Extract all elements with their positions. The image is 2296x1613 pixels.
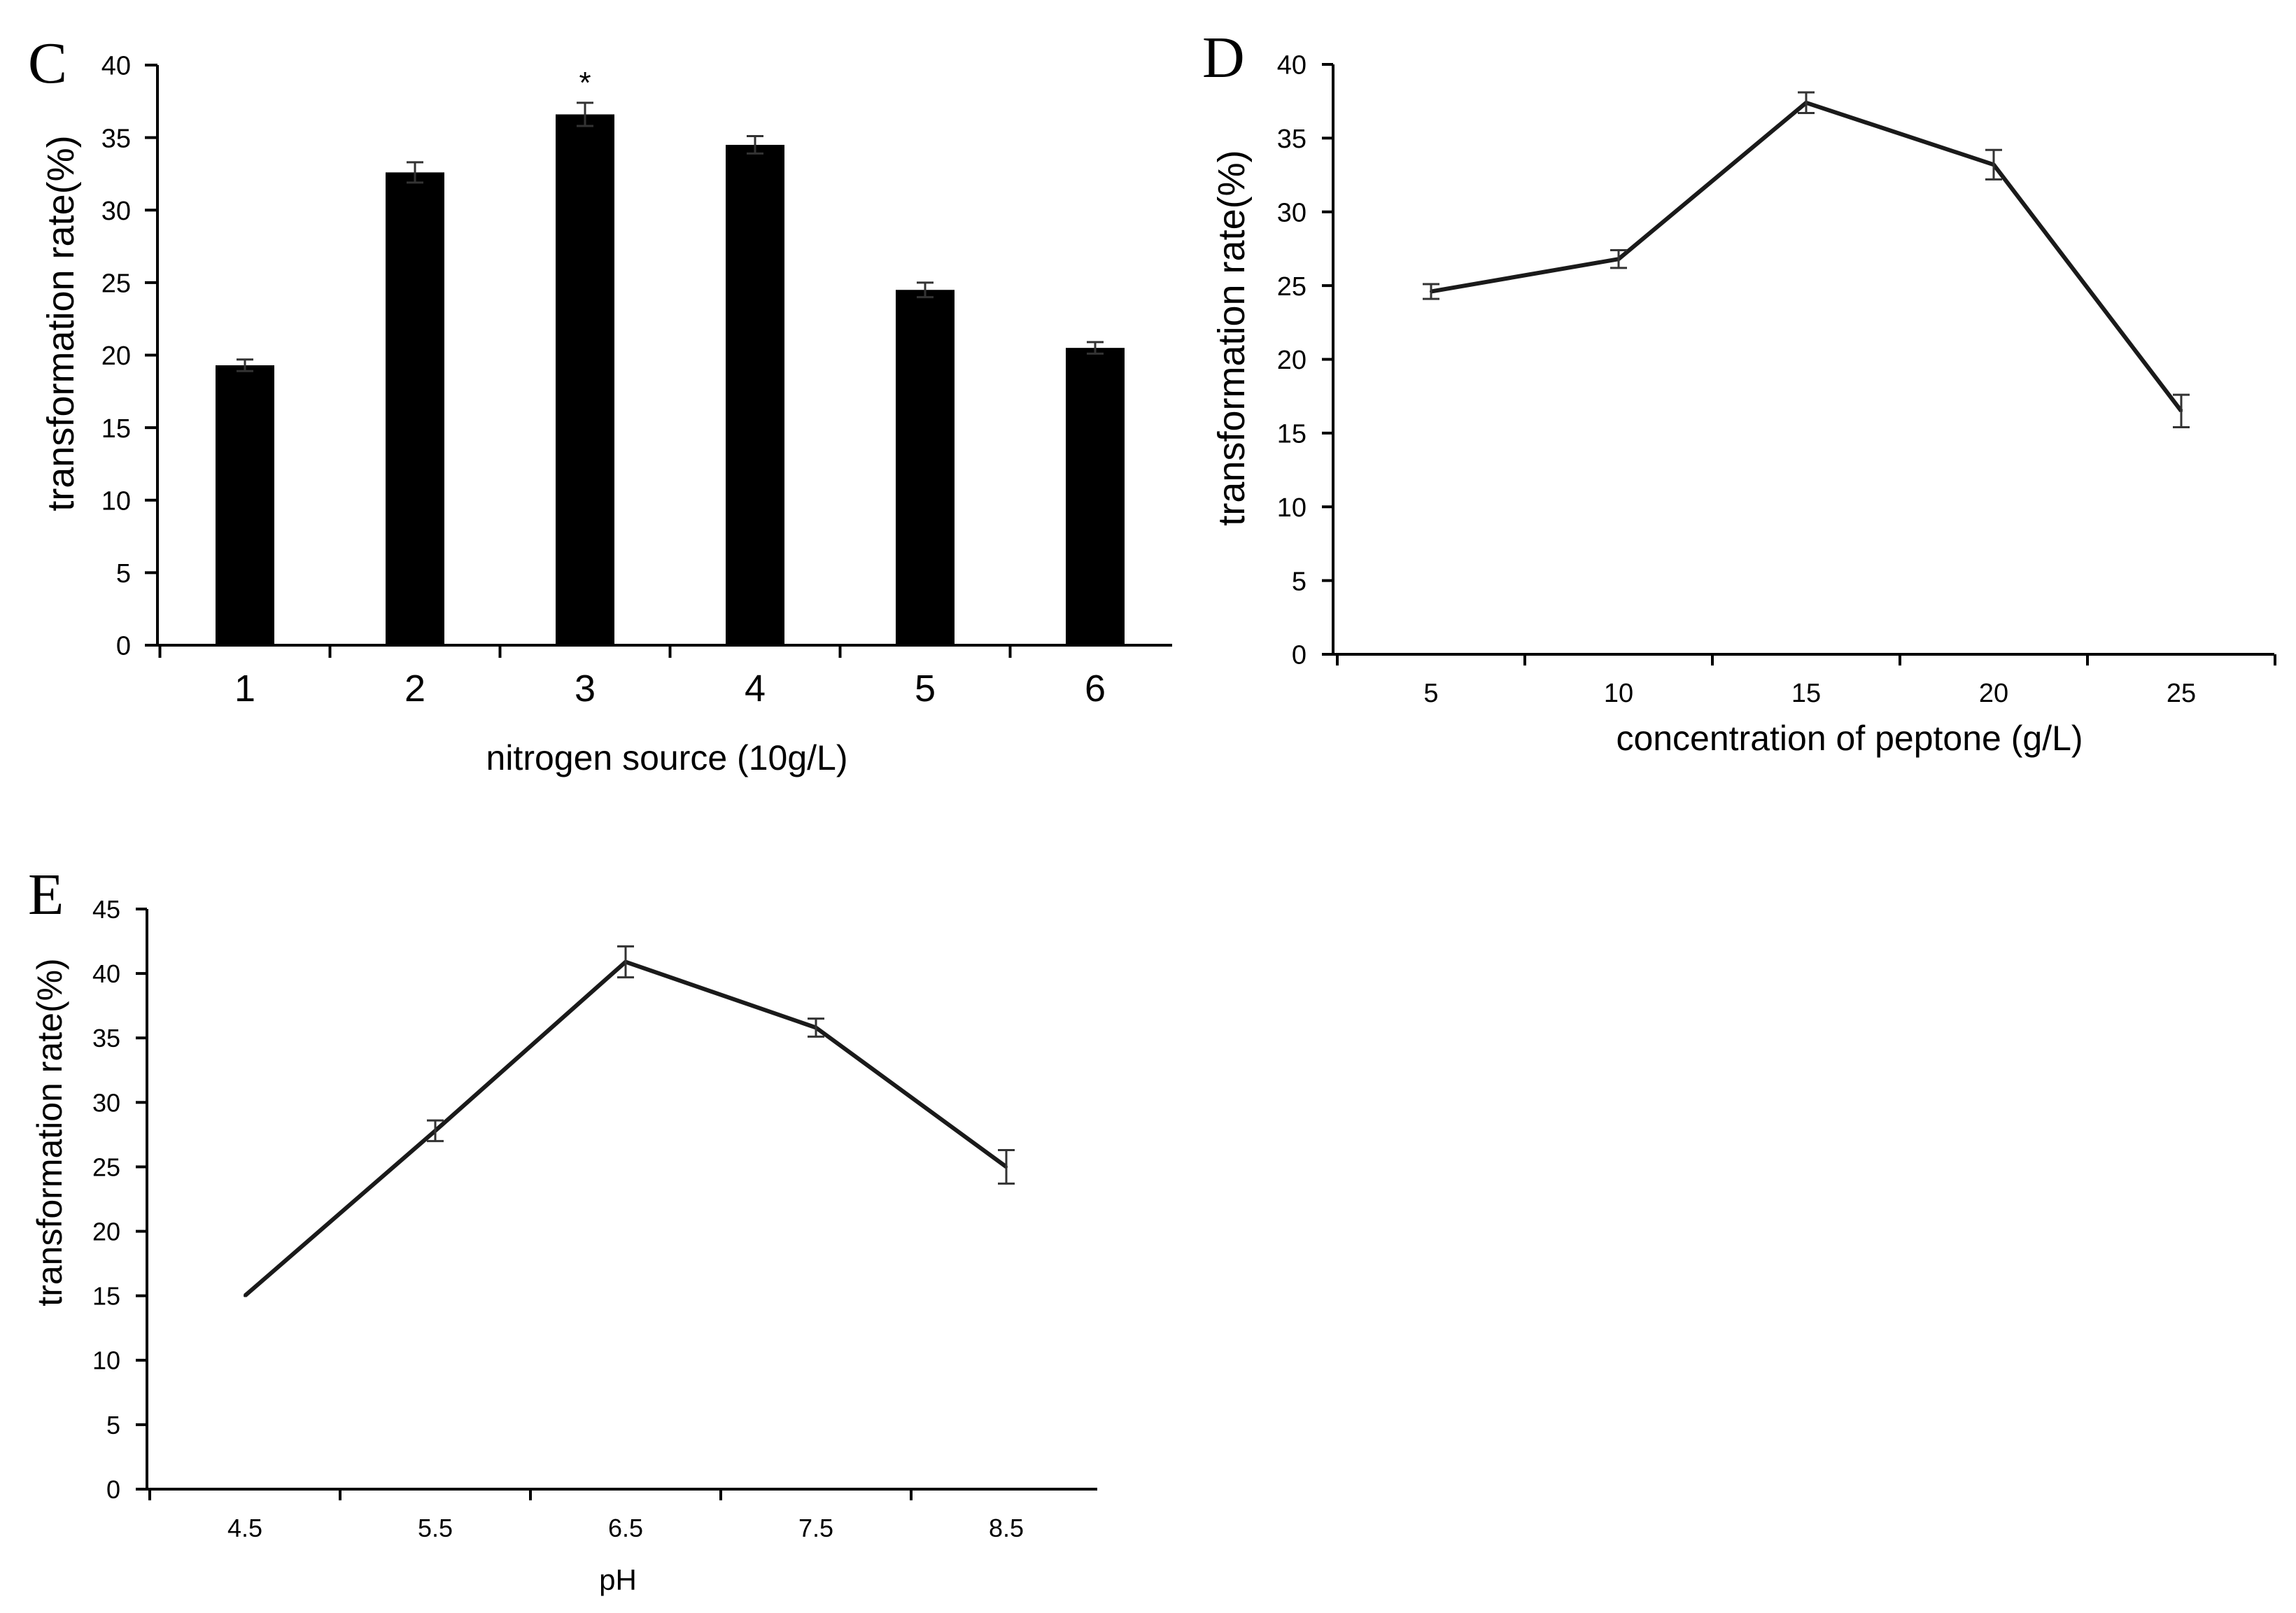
y-tick-label: 40 — [101, 52, 131, 81]
y-tick-label: 30 — [101, 197, 131, 226]
bar — [556, 114, 614, 646]
series-line — [244, 959, 1008, 1297]
series-line — [1430, 100, 2183, 413]
x-tick-label: 5 — [1423, 679, 1438, 708]
error-bar — [747, 135, 763, 155]
y-tick-label: 35 — [1277, 125, 1307, 154]
bar — [726, 144, 784, 646]
x-tick-label: 2 — [404, 668, 425, 710]
y-tick-label: 25 — [101, 269, 131, 299]
x-tick-label: 25 — [2167, 679, 2196, 708]
x-tick-label: 6.5 — [608, 1514, 643, 1542]
panel-letter: D — [1202, 25, 1245, 90]
y-tick-label: 40 — [1277, 51, 1307, 80]
panel-e-line-chart: E transformation rate(%) pH 0 5 10 15 20 25 30… — [28, 862, 1097, 1596]
error-bar — [577, 101, 593, 127]
significance-marker: * — [579, 66, 591, 100]
x-tick-label: 7.5 — [798, 1514, 833, 1542]
y-tick-label: 15 — [92, 1282, 120, 1311]
error-bar — [427, 1119, 444, 1143]
y-axis-label: transformation rate(%) — [40, 135, 82, 511]
y-tick-label: 35 — [101, 124, 131, 153]
error-bar — [1798, 91, 1815, 115]
bar — [216, 365, 274, 645]
x-tick-label: 3 — [575, 668, 596, 710]
error-bar — [617, 945, 634, 979]
y-tick-label: 25 — [92, 1153, 120, 1181]
error-bar — [407, 161, 423, 184]
y-tick-label: 5 — [1292, 567, 1307, 596]
error-bar — [1423, 283, 1439, 300]
x-tick-label: 4.5 — [227, 1514, 262, 1542]
error-bar — [917, 281, 934, 299]
y-tick-label: 35 — [92, 1024, 120, 1052]
y-tick-label: 10 — [1277, 493, 1307, 523]
error-bar — [1087, 341, 1104, 355]
y-tick-label: 15 — [1277, 420, 1307, 449]
error-bar — [1985, 148, 2002, 181]
y-tick-label: 25 — [1277, 272, 1307, 302]
x-tick-label: 4 — [745, 668, 766, 710]
x-tick-label: 5 — [915, 668, 936, 710]
y-tick-label: 40 — [92, 959, 120, 988]
y-tick-label: 20 — [101, 341, 131, 371]
error-bar — [1610, 249, 1627, 269]
bar — [386, 172, 444, 646]
y-tick-label: 10 — [92, 1346, 120, 1375]
bar — [896, 290, 955, 645]
error-bar — [237, 358, 253, 372]
data-point — [244, 1294, 246, 1297]
y-tick-label: 10 — [101, 486, 131, 516]
x-axis-label: pH — [599, 1563, 637, 1596]
error-bar — [2173, 393, 2190, 428]
x-tick-label: 10 — [1604, 679, 1633, 708]
panel-letter: E — [28, 862, 64, 927]
y-tick-label: 30 — [92, 1088, 120, 1117]
y-tick-label: 0 — [106, 1475, 120, 1504]
x-tick-label: 20 — [1979, 679, 2008, 708]
y-tick-label: 15 — [101, 414, 131, 444]
panel-letter: C — [28, 31, 67, 96]
y-tick-label: 30 — [1277, 198, 1307, 227]
panel-d-line-chart: D transformation rate(%) concentration o… — [1202, 25, 2276, 758]
y-tick-label: 45 — [92, 895, 120, 924]
x-tick-label: 8.5 — [989, 1514, 1024, 1542]
x-tick-label: 5.5 — [418, 1514, 453, 1542]
x-axis-label: nitrogen source (10g/L) — [486, 738, 848, 777]
y-tick-label: 20 — [1277, 346, 1307, 375]
x-axis-label: concentration of peptone (g/L) — [1616, 719, 2083, 758]
y-axis-label: transformation rate(%) — [1211, 150, 1253, 526]
y-tick-label: 20 — [92, 1218, 120, 1246]
panel-c-bar-chart: C transformation rate(%) nitrogen source… — [28, 31, 1172, 777]
y-tick-label: 0 — [116, 632, 131, 661]
y-tick-label: 5 — [116, 559, 131, 589]
x-tick-label: 1 — [234, 668, 255, 710]
bar — [1066, 348, 1125, 645]
y-tick-label: 0 — [1292, 641, 1307, 670]
error-bar — [998, 1149, 1015, 1185]
x-tick-label: 6 — [1085, 668, 1106, 710]
error-bar — [808, 1017, 824, 1038]
y-axis-label: transformation rate(%) — [30, 958, 69, 1306]
x-tick-label: 15 — [1791, 679, 1821, 708]
y-tick-label: 5 — [106, 1411, 120, 1439]
